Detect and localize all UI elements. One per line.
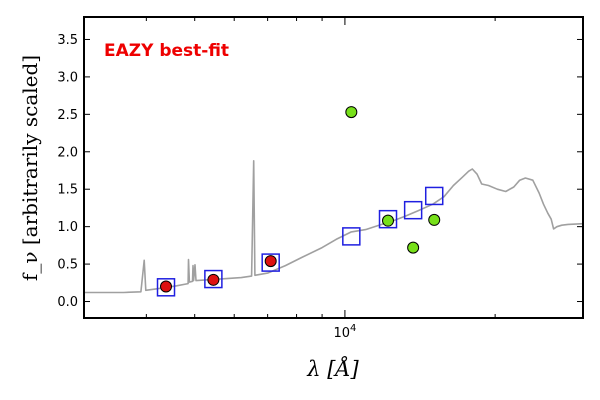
observed-green-point-1 [382, 214, 395, 227]
observed-red-point-2 [264, 255, 277, 268]
y-tick-label: 2.5 [57, 108, 78, 123]
observed-green-point-0 [345, 106, 358, 119]
model-flux-square-1 [204, 269, 223, 289]
template-spectrum-line [84, 160, 584, 294]
plot-frame [83, 16, 584, 319]
model-flux-square-4 [378, 209, 398, 229]
chart-annotation: EAZY best-fit [104, 41, 229, 61]
x-axis-label: λ [Å] [306, 356, 359, 381]
model-flux-square-6 [424, 186, 444, 206]
model-flux-square-0 [156, 278, 176, 297]
x-tick-label: 104 [333, 323, 356, 341]
observed-green-point-3 [428, 213, 441, 226]
model-flux-square-2 [261, 253, 280, 272]
model-flux-square-3 [342, 227, 361, 246]
y-tick-label: 1.0 [57, 220, 78, 235]
y-tick-label: 1.5 [57, 183, 78, 198]
observed-red-point-1 [207, 273, 220, 286]
observed-red-point-0 [160, 280, 173, 293]
y-tick-label: 0.5 [57, 258, 78, 273]
y-tick-label: 3.0 [57, 70, 78, 85]
y-axis-label: f_ν [arbitrarily scaled] [18, 55, 42, 281]
y-tick-label: 0.0 [57, 295, 78, 310]
observed-green-point-2 [407, 241, 420, 254]
model-flux-square-5 [403, 200, 423, 220]
y-tick-label: 2.0 [57, 145, 78, 160]
y-tick-label: 3.5 [57, 33, 78, 48]
